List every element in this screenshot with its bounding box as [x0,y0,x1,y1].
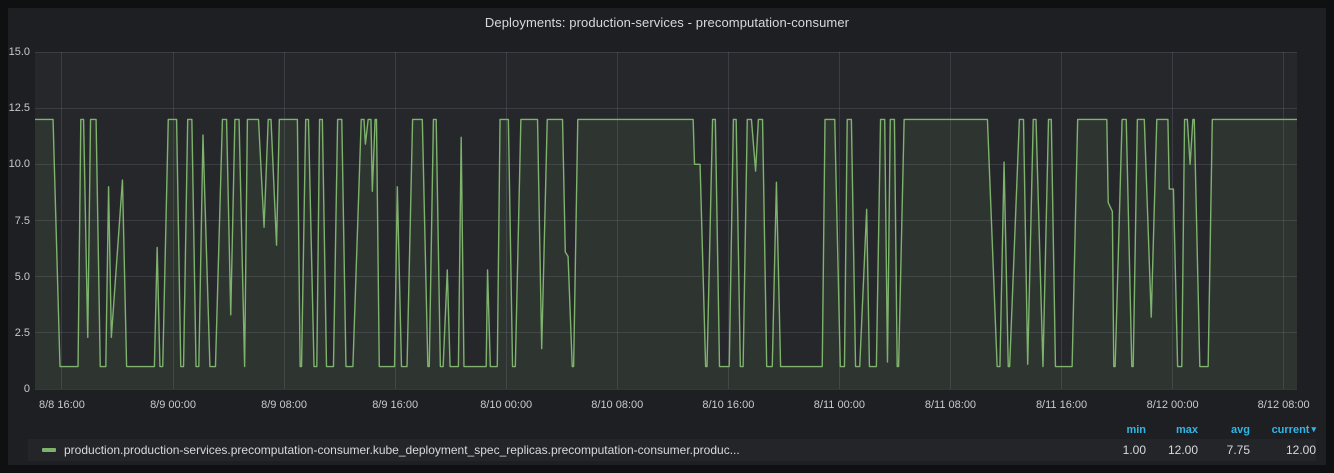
legend-stat-max: 12.00 [1167,443,1198,457]
legend-sort-current[interactable]: current ▾ [1250,424,1316,436]
gridline-v [505,52,507,389]
legend-sort-max[interactable]: max [1175,424,1198,436]
timeseries-chart [35,52,1297,389]
series-color-swatch-icon [42,448,56,452]
gridline-v [838,52,840,389]
y-axis: 0 2.5 5.0 7.5 10.0 12.5 15.0 [8,46,30,395]
gridline-h [35,163,1297,165]
gridline-v [1172,52,1174,389]
x-tick-label: 8/10 08:00 [591,399,644,411]
gridline-v [283,52,285,389]
y-tick-label: 12.5 [8,102,30,115]
panel-title[interactable]: Deployments: production-services - preco… [484,15,850,30]
x-tick-label: 8/10 16:00 [702,399,755,411]
series-area-fill [35,119,1297,389]
x-tick-label: 8/12 00:00 [1146,399,1199,411]
gridline-v [394,52,396,389]
y-tick-label: 10.0 [8,158,30,171]
gridline-h [35,388,1297,390]
y-tick-label: 2.5 [14,326,30,339]
legend-stat-min: 1.00 [1122,443,1146,457]
sort-caret-icon: ▾ [1311,424,1316,434]
legend-series-row: production.production-services.precomput… [28,439,1316,461]
legend-sort-min[interactable]: min [1126,424,1146,436]
legend: min max avg current ▾ production.producti… [28,421,1316,461]
legend-stat-current: 12.00 [1285,443,1316,457]
series-line [35,119,1297,366]
x-tick-label: 8/8 16:00 [38,399,85,411]
y-tick-label: 7.5 [14,214,30,227]
y-tick-label: 0 [23,383,30,395]
x-tick-label: 8/9 00:00 [150,399,196,411]
x-tick-label: 8/10 00:00 [480,399,533,411]
legend-sort-current-label: current [1271,424,1310,436]
legend-header-row: min max avg current ▾ [28,421,1316,439]
legend-sort-avg[interactable]: avg [1231,424,1250,436]
gridline-h [35,107,1297,109]
gridline-v [727,52,729,389]
gridline-h [35,276,1297,278]
legend-stat-avg: 7.75 [1226,443,1250,457]
x-tick-label: 8/9 16:00 [372,399,419,411]
y-tick-label: 15.0 [8,46,30,58]
x-tick-label: 8/11 08:00 [924,399,977,411]
x-tick-label: 8/11 00:00 [813,399,865,411]
gridline-h [35,220,1297,221]
x-tick-label: 8/11 16:00 [1035,399,1088,411]
x-axis: 8/8 16:00 8/9 00:00 8/9 08:00 8/9 16:00 8/10… [35,396,1310,412]
gridline-h [35,332,1297,334]
graph-panel: Deployments: production-services - preco… [8,8,1326,465]
x-tick-label: 8/12 08:00 [1257,399,1310,411]
gridline-v [1283,52,1285,389]
x-tick-label: 8/9 08:00 [261,399,307,411]
gridline-h [35,51,1297,53]
gridline-v [172,52,174,389]
gridline-v [616,52,618,389]
gridline-v [1061,52,1063,389]
plot-area[interactable] [35,51,1297,390]
y-tick-label: 5.0 [14,270,30,283]
gridline-v [949,52,951,389]
legend-series-name[interactable]: production.production-services.precomput… [64,443,740,457]
gridline-v [61,52,63,389]
